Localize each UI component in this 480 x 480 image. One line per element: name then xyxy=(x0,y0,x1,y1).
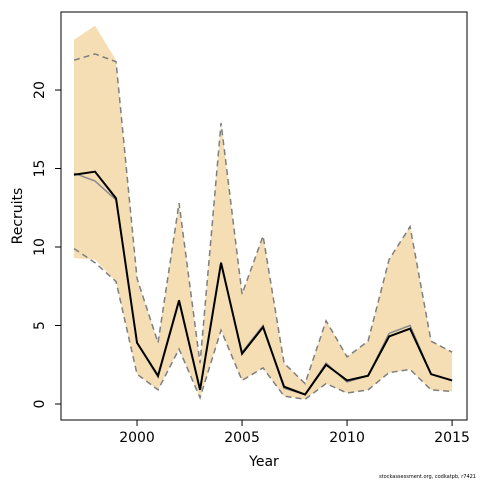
y-tick-label: 0 xyxy=(32,400,48,409)
bound-line xyxy=(73,247,453,401)
footer: stockassessment.org, codkatpb, r7421 xyxy=(379,474,476,480)
y-axis-label: Recruits xyxy=(10,188,26,245)
x-axis-label: Year xyxy=(248,454,279,470)
y-tick-label: 5 xyxy=(32,321,48,330)
x-tick-label: 2010 xyxy=(329,430,365,446)
estimate-line xyxy=(73,170,453,396)
x-tick-label: 2015 xyxy=(434,430,470,446)
confidence-band xyxy=(74,25,453,400)
x-tick-label: 2005 xyxy=(224,430,260,446)
bound-line xyxy=(73,53,453,385)
y-tick-label: 15 xyxy=(32,160,48,178)
y-tick-label: 20 xyxy=(32,81,48,99)
y-tick-label: 10 xyxy=(32,238,48,256)
plot-frame xyxy=(60,11,468,421)
x-tick-label: 2000 xyxy=(119,430,155,446)
